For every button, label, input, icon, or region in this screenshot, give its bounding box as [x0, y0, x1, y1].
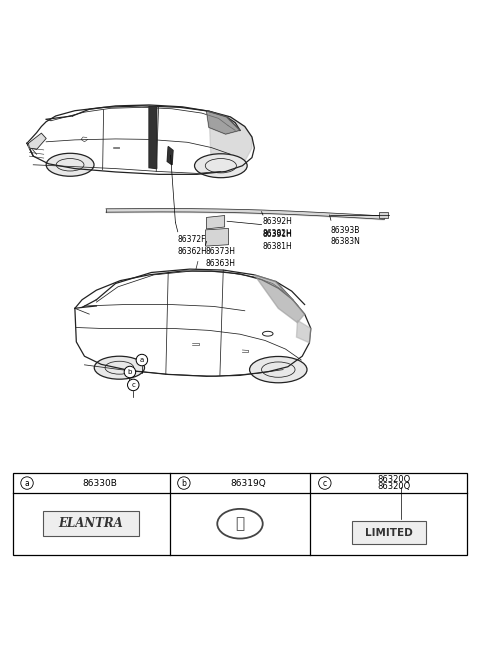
Circle shape: [136, 354, 148, 365]
Ellipse shape: [46, 153, 94, 176]
Circle shape: [21, 477, 33, 489]
Polygon shape: [352, 521, 426, 544]
Polygon shape: [149, 106, 157, 168]
Ellipse shape: [194, 154, 247, 178]
Circle shape: [319, 477, 331, 489]
Text: 86319Q: 86319Q: [231, 479, 266, 487]
Text: b: b: [128, 369, 132, 375]
Ellipse shape: [94, 356, 144, 379]
Polygon shape: [167, 147, 173, 165]
Circle shape: [128, 379, 139, 390]
Text: 86330B: 86330B: [82, 479, 117, 487]
Text: 86372F
86362H: 86372F 86362H: [178, 235, 208, 255]
Polygon shape: [297, 320, 311, 343]
Circle shape: [124, 366, 136, 378]
Text: 86320Q: 86320Q: [377, 475, 410, 484]
Polygon shape: [209, 111, 252, 172]
Ellipse shape: [250, 356, 307, 383]
Polygon shape: [379, 212, 388, 218]
Polygon shape: [206, 111, 240, 134]
Text: a: a: [24, 479, 29, 487]
Polygon shape: [206, 215, 225, 229]
Text: 86373H
86363H: 86373H 86363H: [205, 247, 236, 267]
Text: 86391H
86381H: 86391H 86381H: [263, 231, 293, 251]
Circle shape: [178, 477, 190, 489]
Polygon shape: [43, 512, 139, 536]
Text: c: c: [132, 382, 135, 388]
Text: 86392H
86382H: 86392H 86382H: [263, 217, 293, 238]
Text: c: c: [323, 479, 327, 487]
Text: 86393B
86383N: 86393B 86383N: [331, 226, 361, 246]
Text: a: a: [140, 357, 144, 363]
Text: 86320Q: 86320Q: [377, 482, 410, 491]
Polygon shape: [254, 275, 305, 323]
Polygon shape: [28, 133, 46, 149]
Polygon shape: [205, 229, 228, 246]
Text: Ⓗ: Ⓗ: [235, 516, 245, 531]
Text: b: b: [181, 479, 186, 487]
Text: ELANTRA: ELANTRA: [59, 517, 123, 531]
Text: LIMITED: LIMITED: [365, 528, 413, 538]
